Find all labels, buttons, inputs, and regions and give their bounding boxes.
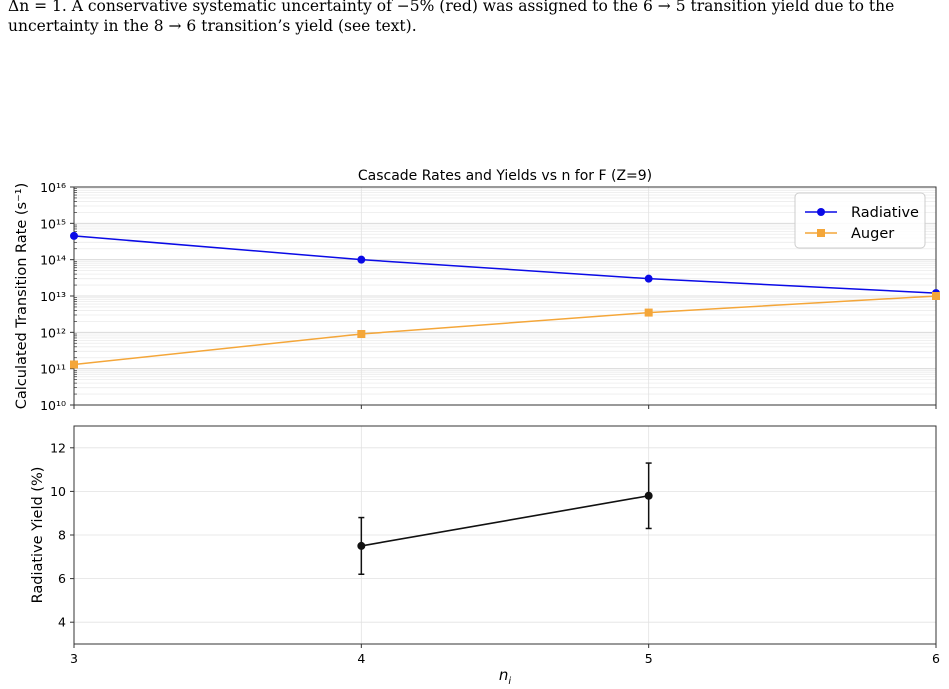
bottom-y-tick-label: 12 [50,440,66,455]
caption-line-1: Δn = 1. A conservative systematic uncert… [8,0,895,15]
bottom-x-tick-label: 6 [932,651,940,666]
top-y-tick-label: 10¹⁴ [40,253,66,268]
yield-data-point [357,541,366,550]
radiative-data-point [70,231,78,240]
bottom-y-axis-label: Radiative Yield (%) [30,467,46,604]
caption-line-2: uncertainty in the 8 → 6 transition’s yi… [8,17,417,35]
legend-auger-marker [817,229,825,237]
legend-box [794,192,926,249]
top-y-tick-label: 10¹³ [40,289,66,304]
legend: Radiative Auger [794,192,926,249]
top-y-tick-label: 10¹¹ [40,362,66,377]
auger-data-point [70,360,78,369]
top-y-tick-label: 10¹⁵ [40,216,66,231]
bottom-x-axis-label: ni [499,666,512,687]
legend-auger-label: Auger [851,226,894,242]
auger-data-point [644,308,653,317]
bottom-y-tick-label: 8 [58,528,66,543]
legend-radiative-label: Radiative [851,205,919,221]
auger-data-point [357,329,366,338]
top-y-axis-label: Calculated Transition Rate (s⁻¹) [14,183,30,409]
bottom-x-tick-label: 4 [357,651,365,666]
bottom-x-tick-label: 3 [70,651,78,666]
bottom-y-tick-label: 10 [50,484,66,499]
figure-caption: Δn = 1. A conservative systematic uncert… [8,0,943,36]
top-y-tick-label: 10¹⁶ [40,180,66,195]
legend-radiative-marker [817,208,825,216]
radiative-data-point [357,255,366,264]
bottom-x-tick-label: 5 [645,651,653,666]
top-panel: 10¹⁰ 10¹¹ 10¹² 10¹³ 10¹⁴ 10¹⁵ 10¹⁶ [40,180,940,413]
yield-data-point [644,491,653,500]
top-y-tick-label: 10¹⁰ [40,398,66,413]
bottom-y-tick-label: 4 [58,615,66,630]
radiative-data-point [644,274,653,283]
radiative-series-line [73,235,937,294]
auger-data-point [932,292,940,300]
yield-series-line [361,494,649,547]
top-y-tick-label: 10¹² [40,325,66,340]
bottom-panel: 4 6 8 10 12 3 4 5 6 [50,425,940,666]
auger-series-line [73,295,937,366]
bottom-y-tick-label: 6 [58,571,66,586]
bottom-plot-frame [73,425,937,645]
top-chart-title: Cascade Rates and Yields vs n for F (Z=9… [358,168,652,184]
